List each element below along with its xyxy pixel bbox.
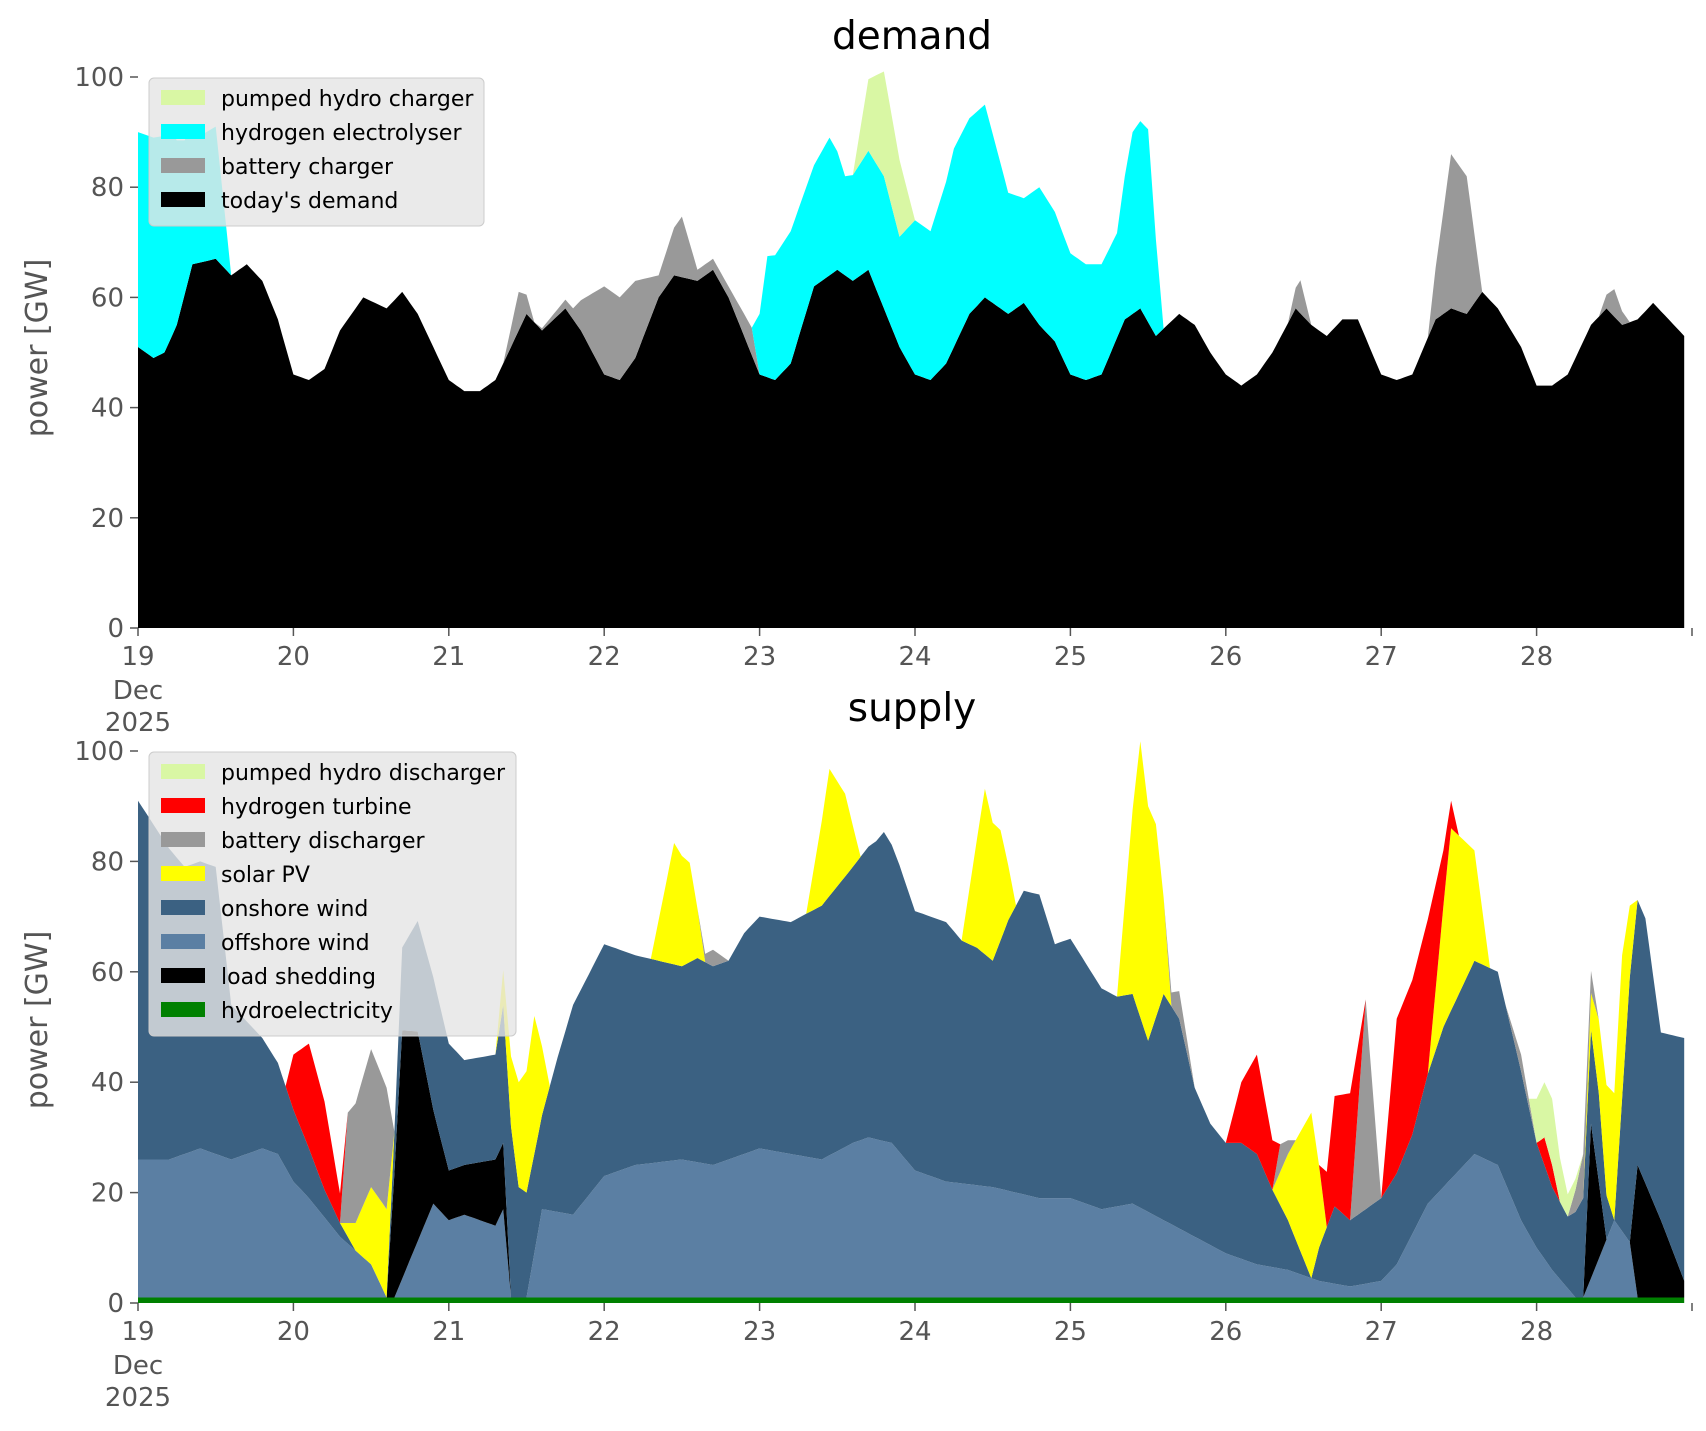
demand-y-tick-label: 100 xyxy=(74,63,124,93)
demand-legend-swatch-today-s-demand xyxy=(161,192,205,207)
demand-y-tick-label: 80 xyxy=(91,173,124,203)
demand-legend-label-battery-charger: battery charger xyxy=(221,155,394,180)
supply-legend-label-pumped-hydro-discharger: pumped hydro discharger xyxy=(221,761,506,786)
supply-legend-swatch-battery-discharger xyxy=(161,832,205,847)
supply-y-tick-label: 40 xyxy=(91,1068,124,1098)
supply-area-solar-pv xyxy=(138,741,1685,1298)
demand-legend-swatch-battery-charger xyxy=(161,158,205,173)
demand-y-tick-label: 40 xyxy=(91,394,124,424)
demand-area-layers xyxy=(138,71,1685,628)
supply-y-tick-label: 100 xyxy=(74,737,124,767)
supply-y-tick-label: 20 xyxy=(91,1179,124,1209)
supply-y-axis-label: power [GW] xyxy=(20,931,55,1110)
supply-legend-label-load-shedding: load shedding xyxy=(221,965,376,990)
demand-y-tick-label: 60 xyxy=(91,283,124,313)
supply-legend-label-hydroelectricity: hydroelectricity xyxy=(221,999,393,1024)
supply-area-layers xyxy=(138,741,1685,1303)
supply-x-tick-label: 19 xyxy=(121,1317,154,1347)
demand-x-tick-sublabel: 2025 xyxy=(105,708,171,738)
demand-legend-swatch-pumped-hydro-charger xyxy=(161,90,205,105)
demand-chart-title: demand xyxy=(832,14,992,59)
demand-area-today-s-demand xyxy=(138,258,1685,628)
demand-x-tick-label: 19 xyxy=(121,642,154,672)
supply-x-tick-label: 21 xyxy=(432,1317,465,1347)
demand-legend: pumped hydro charger hydrogen electrolyse… xyxy=(148,77,485,227)
supply-x-tick-label: 28 xyxy=(1520,1317,1553,1347)
supply-chart-title: supply xyxy=(848,686,976,731)
supply-area-hydroelectricity xyxy=(138,1297,1685,1303)
demand-y-tick-label: 0 xyxy=(107,614,124,644)
chart-supply: supply power [GW] 02040608010019Dec20252… xyxy=(20,686,1693,1413)
supply-x-tick-sublabel: 2025 xyxy=(105,1383,171,1413)
supply-x-tick-sublabel: Dec xyxy=(113,1351,163,1381)
demand-x-tick-label: 22 xyxy=(588,642,621,672)
supply-area-onshore-wind xyxy=(138,800,1685,1298)
demand-legend-label-pumped-hydro-charger: pumped hydro charger xyxy=(221,87,474,112)
demand-y-tick-label: 20 xyxy=(91,504,124,534)
supply-legend-label-solar-pv: solar PV xyxy=(221,863,310,888)
demand-legend-label-hydrogen-electrolyser: hydrogen electrolyser xyxy=(221,121,462,146)
supply-x-tick-label: 20 xyxy=(277,1317,310,1347)
supply-legend: pumped hydro discharger hydrogen turbine b… xyxy=(148,751,517,1037)
demand-x-tick-label: 25 xyxy=(1054,642,1087,672)
supply-x-tick-label: 23 xyxy=(743,1317,776,1347)
supply-legend-label-onshore-wind: onshore wind xyxy=(221,897,368,922)
demand-x-tick-label: 24 xyxy=(898,642,931,672)
supply-area-offshore-wind xyxy=(138,1137,1685,1298)
supply-legend-swatch-pumped-hydro-discharger xyxy=(161,764,205,779)
supply-legend-box xyxy=(148,751,517,1037)
demand-legend-box xyxy=(148,77,485,227)
demand-y-axis-label: power [GW] xyxy=(20,259,55,438)
demand-x-tick-label: 27 xyxy=(1365,642,1398,672)
supply-legend-swatch-load-shedding xyxy=(161,968,205,983)
supply-legend-label-hydrogen-turbine: hydrogen turbine xyxy=(221,795,412,820)
demand-x-tick-label: 28 xyxy=(1520,642,1553,672)
demand-x-tick-label: 21 xyxy=(432,642,465,672)
supply-x-tick-label: 22 xyxy=(588,1317,621,1347)
demand-x-tick-label: 20 xyxy=(277,642,310,672)
supply-x-tick-label: 26 xyxy=(1209,1317,1242,1347)
demand-legend-swatch-hydrogen-electrolyser xyxy=(161,124,205,139)
supply-y-tick-label: 60 xyxy=(91,958,124,988)
supply-legend-swatch-hydroelectricity xyxy=(161,1002,205,1017)
demand-x-tick-label: 26 xyxy=(1209,642,1242,672)
supply-y-tick-label: 0 xyxy=(107,1289,124,1319)
supply-legend-swatch-offshore-wind xyxy=(161,934,205,949)
supply-x-tick-label: 24 xyxy=(898,1317,931,1347)
supply-legend-label-battery-discharger: battery discharger xyxy=(221,829,426,854)
demand-area-hydrogen-electrolyser xyxy=(138,104,1685,392)
demand-legend-label-today-s-demand: today's demand xyxy=(221,189,398,214)
chart-demand: demand power [GW] 02040608010019Dec20252… xyxy=(20,14,1693,738)
demand-x-tick-label: 23 xyxy=(743,642,776,672)
supply-x-tick-label: 25 xyxy=(1054,1317,1087,1347)
supply-legend-swatch-solar-pv xyxy=(161,866,205,881)
demand-x-tick-sublabel: Dec xyxy=(113,676,163,706)
supply-legend-swatch-onshore-wind xyxy=(161,900,205,915)
supply-x-tick-label: 27 xyxy=(1365,1317,1398,1347)
supply-legend-label-offshore-wind: offshore wind xyxy=(221,931,370,956)
supply-legend-swatch-hydrogen-turbine xyxy=(161,798,205,813)
supply-y-tick-label: 80 xyxy=(91,847,124,877)
